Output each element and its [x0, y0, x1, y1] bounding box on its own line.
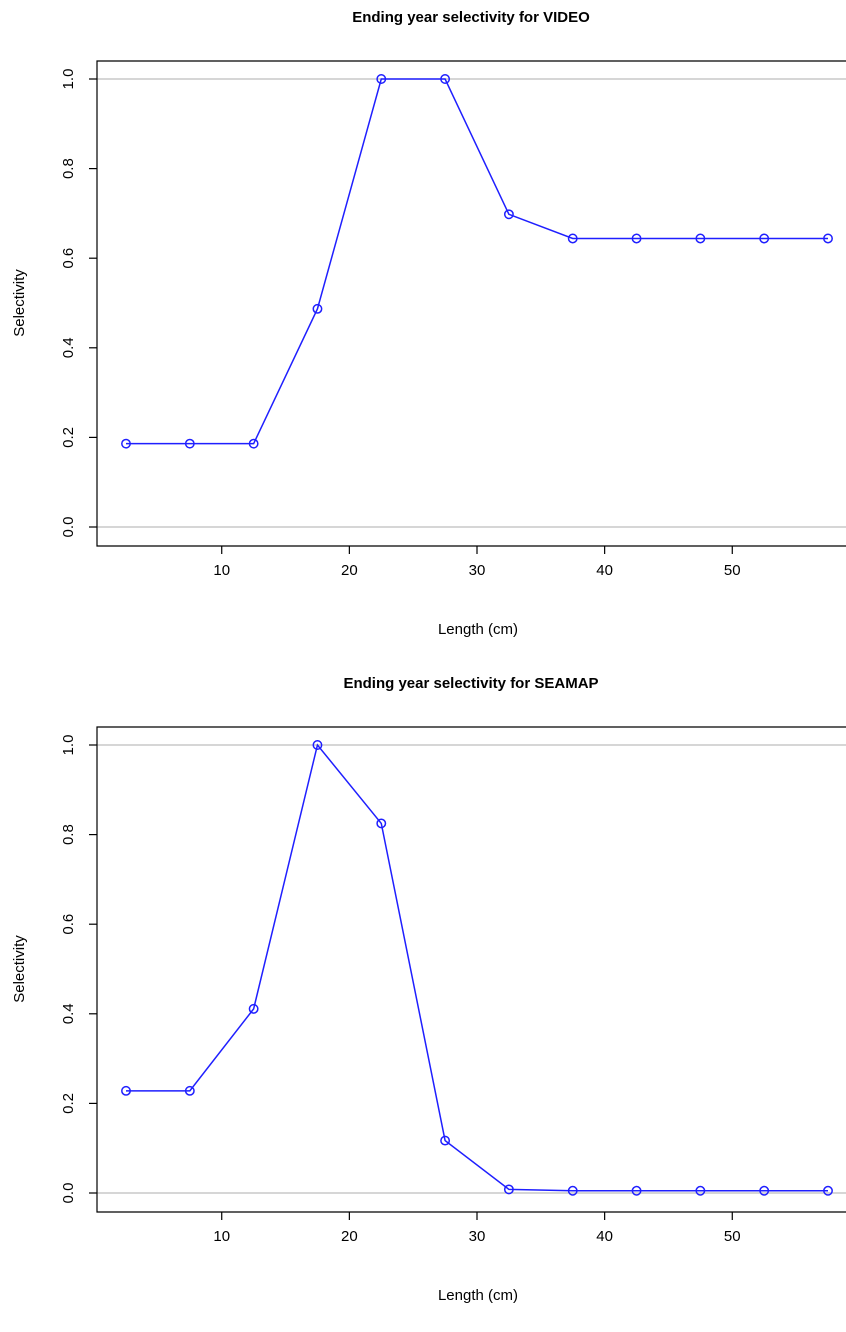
selectivity-chart-seamap: Ending year selectivity for SEAMAP 10 20 30… — [11, 675, 846, 1304]
data-point — [184, 1085, 195, 1096]
data-point — [631, 1185, 642, 1196]
x-axis-label: Length (cm) — [438, 621, 518, 638]
data-point — [121, 438, 131, 449]
x-tick-label: 10 — [213, 1228, 230, 1245]
x-tick-label: 20 — [341, 562, 358, 579]
x-tick-label: 10 — [213, 562, 230, 579]
data-point — [695, 1185, 706, 1196]
y-tick-label: 0.2 — [60, 1093, 77, 1114]
x-tick-label: 30 — [469, 562, 486, 579]
x-axis-label: Length (cm) — [438, 1287, 518, 1304]
x-tick-label: 40 — [596, 562, 613, 579]
data-point — [823, 1185, 833, 1196]
chart-title: Ending year selectivity for VIDEO — [352, 9, 590, 26]
plot-frame — [96, 60, 846, 547]
chart-title: Ending year selectivity for SEAMAP — [343, 675, 598, 692]
x-tick-label: 50 — [724, 1228, 741, 1245]
data-point — [695, 233, 706, 244]
y-tick-label: 0.4 — [60, 337, 77, 358]
x-tick-label: 20 — [341, 1228, 358, 1245]
chart-panel-seamap: Ending year selectivity for SEAMAP 10 20 30… — [0, 666, 846, 1332]
data-point — [823, 233, 833, 244]
data-point — [759, 233, 770, 244]
selectivity-chart-video: Ending year selectivity for VIDEO 10 20 30 4… — [11, 9, 846, 638]
y-tick-label: 1.0 — [60, 735, 77, 756]
plot-frame — [96, 726, 846, 1213]
y-tick-label: 0.2 — [60, 427, 77, 448]
series-line — [126, 743, 828, 1192]
data-point — [440, 1135, 451, 1146]
y-tick-label: 0.8 — [60, 824, 77, 845]
y-axis-label: Selectivity — [11, 269, 28, 337]
series-line — [126, 78, 828, 445]
x-tick-label: 30 — [469, 1228, 486, 1245]
y-tick-label: 0.8 — [60, 158, 77, 179]
y-tick-label: 0.4 — [60, 1003, 77, 1024]
y-tick-label: 0.0 — [60, 517, 77, 538]
data-point — [121, 1085, 131, 1096]
data-point — [248, 1003, 259, 1014]
data-point — [184, 438, 195, 449]
data-point — [376, 74, 387, 84]
data-point — [567, 233, 578, 244]
chart-panel-video: Ending year selectivity for VIDEO 10 20 30 4… — [11, 9, 846, 638]
data-point — [631, 233, 642, 244]
data-point — [312, 740, 323, 750]
data-point — [376, 818, 387, 829]
y-tick-label: 0.6 — [60, 914, 77, 935]
data-point — [440, 74, 451, 84]
data-point — [503, 209, 514, 220]
x-tick-label: 50 — [724, 562, 741, 579]
x-tick-label: 40 — [596, 1228, 613, 1245]
data-point — [503, 1184, 514, 1195]
data-point — [759, 1185, 770, 1196]
y-tick-label: 0.0 — [60, 1183, 77, 1204]
y-tick-label: 1.0 — [60, 69, 77, 90]
y-axis-label: Selectivity — [11, 935, 28, 1003]
data-point — [248, 438, 259, 449]
data-point — [567, 1185, 578, 1196]
y-tick-label: 0.6 — [60, 248, 77, 269]
data-point — [312, 303, 323, 314]
